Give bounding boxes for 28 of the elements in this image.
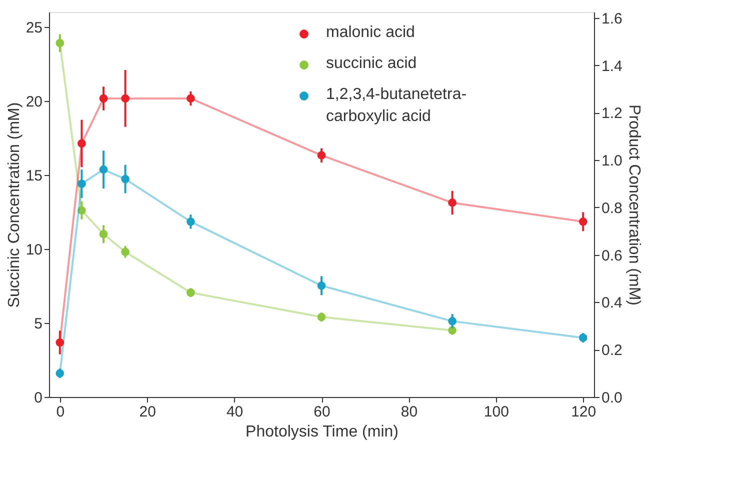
legend-label: succinic acid: [326, 55, 417, 72]
x-tick-label: 0: [56, 404, 65, 420]
x-tick-label: 20: [139, 404, 156, 420]
y2-tick-label: 0.4: [602, 294, 622, 312]
y2-tick-label: 1.6: [602, 10, 622, 28]
x-tick-label: 80: [400, 404, 418, 420]
y-tick-label: 20: [26, 93, 42, 110]
y-tick-label: 15: [26, 167, 42, 184]
legend-label: malonic acid: [326, 24, 415, 41]
y-tick-label: 5: [34, 315, 42, 332]
y2-tick-label: 0.8: [602, 200, 622, 217]
y-tick-label: 10: [26, 241, 42, 258]
y-tick-label: 25: [26, 19, 42, 36]
x-axis-title: Photolysis Time (min): [246, 424, 398, 440]
y2-axis-title: Product Concentration (mM): [625, 104, 642, 306]
legend-label: 1,2,3,4-butanetetra- carboxylic acid: [326, 86, 467, 125]
y2-tick-label: 1.4: [602, 58, 622, 75]
y-axis-title: Succinic Concentration (mM): [6, 102, 23, 308]
y2-tick-label: 1.2: [602, 105, 622, 122]
x-tick-label: 60: [314, 404, 330, 420]
x-tick-label: 100: [484, 404, 509, 420]
y2-tick-label: 0.0: [602, 390, 622, 406]
x-tick-label: 40: [226, 404, 244, 420]
y-tick-label: 0: [34, 390, 42, 406]
y2-tick-label: 1.0: [602, 152, 622, 170]
x-tick-label: 120: [571, 404, 596, 420]
y2-tick-label: 0.2: [602, 342, 622, 360]
y2-tick-label: 0.6: [602, 247, 622, 264]
